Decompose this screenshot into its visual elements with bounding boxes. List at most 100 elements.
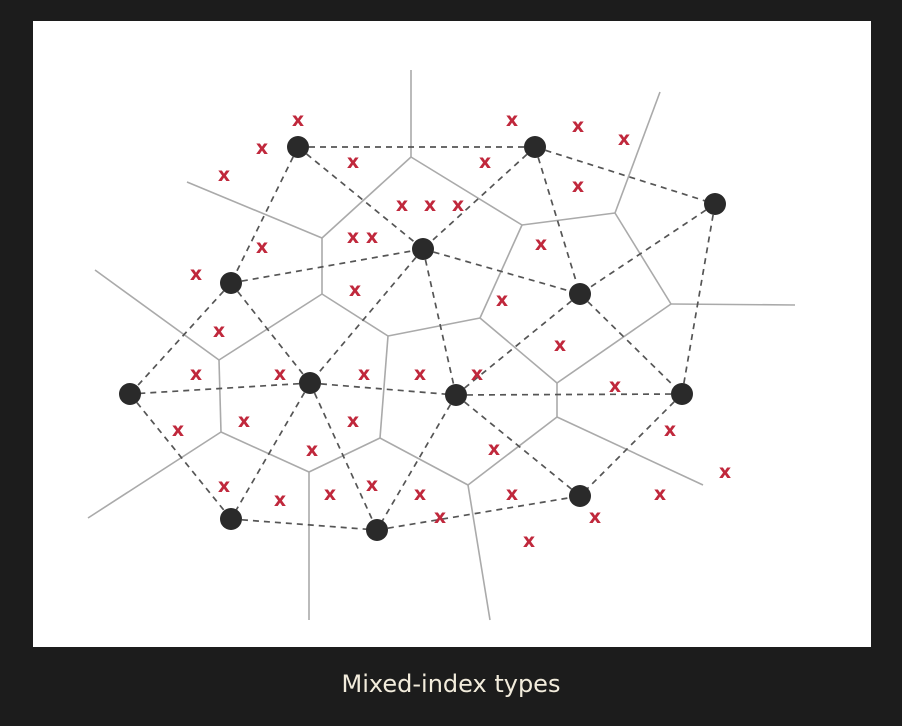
vector-x-marker: x bbox=[424, 194, 436, 216]
voronoi-edge bbox=[87, 431, 222, 519]
vector-x-marker: x bbox=[609, 375, 621, 397]
vector-x-marker: x bbox=[347, 151, 359, 173]
dashed-link bbox=[309, 382, 378, 531]
voronoi-edge bbox=[467, 416, 558, 486]
dashed-link bbox=[455, 393, 683, 396]
vector-x-marker: x bbox=[654, 483, 666, 505]
voronoi-edge bbox=[387, 317, 481, 337]
dashed-link bbox=[129, 382, 311, 395]
vector-x-marker: x bbox=[496, 289, 508, 311]
vector-x-marker: x bbox=[396, 194, 408, 216]
dashed-link bbox=[422, 248, 457, 396]
centroid-dot bbox=[220, 508, 242, 530]
vector-x-marker: x bbox=[572, 175, 584, 197]
vector-x-marker: x bbox=[172, 419, 184, 441]
dashed-link bbox=[579, 293, 683, 395]
vector-x-marker: x bbox=[274, 489, 286, 511]
vector-x-marker: x bbox=[347, 410, 359, 432]
vector-x-marker: x bbox=[523, 530, 535, 552]
dashed-link bbox=[129, 393, 232, 520]
dashed-link bbox=[681, 203, 716, 395]
voronoi-edge bbox=[379, 335, 389, 439]
centroid-dot bbox=[569, 485, 591, 507]
dashed-link bbox=[455, 394, 581, 497]
vector-x-marker: x bbox=[572, 115, 584, 137]
voronoi-edge bbox=[556, 303, 672, 384]
vector-x-marker: x bbox=[506, 483, 518, 505]
dashed-link bbox=[376, 495, 581, 531]
vector-x-marker: x bbox=[256, 236, 268, 258]
voronoi-edge bbox=[410, 156, 523, 226]
vector-x-marker: x bbox=[506, 109, 518, 131]
voronoi-edge bbox=[94, 269, 220, 361]
voronoi-edge bbox=[321, 156, 412, 239]
voronoi-edge bbox=[521, 212, 616, 226]
voronoi-edge bbox=[308, 437, 381, 473]
vector-x-marker: x bbox=[218, 475, 230, 497]
dashed-link bbox=[534, 146, 716, 205]
vector-x-marker: x bbox=[414, 363, 426, 385]
vector-x-marker: x bbox=[452, 194, 464, 216]
centroid-dot bbox=[220, 272, 242, 294]
vector-x-marker: x bbox=[274, 363, 286, 385]
centroid-dot bbox=[445, 384, 467, 406]
dashed-link bbox=[579, 203, 716, 295]
vector-x-marker: x bbox=[358, 363, 370, 385]
vector-x-marker: x bbox=[554, 334, 566, 356]
dashed-link bbox=[230, 518, 378, 531]
dashed-link bbox=[297, 146, 424, 250]
voronoi-edge bbox=[614, 91, 661, 214]
centroid-dot bbox=[524, 136, 546, 158]
voronoi-edge bbox=[218, 359, 222, 433]
dashed-link bbox=[230, 146, 299, 284]
voronoi-edge bbox=[556, 416, 704, 486]
dashed-link bbox=[230, 382, 311, 520]
vector-x-marker: x bbox=[292, 109, 304, 131]
dashed-link bbox=[309, 382, 457, 396]
voronoi-edge bbox=[220, 431, 310, 473]
dashed-link bbox=[129, 282, 232, 395]
dashed-link bbox=[422, 146, 536, 250]
voronoi-edge bbox=[614, 212, 672, 305]
centroid-dot bbox=[704, 193, 726, 215]
vector-x-marker: x bbox=[535, 233, 547, 255]
dashed-link bbox=[309, 248, 424, 384]
vector-x-marker: x bbox=[349, 279, 361, 301]
centroid-dot bbox=[671, 383, 693, 405]
centroid-dot bbox=[569, 283, 591, 305]
centroid-dot bbox=[119, 383, 141, 405]
voronoi-edge bbox=[186, 181, 323, 239]
centroid-dot bbox=[299, 372, 321, 394]
voronoi-edge bbox=[670, 303, 796, 306]
vector-x-marker: x bbox=[306, 439, 318, 461]
voronoi-edge bbox=[479, 317, 558, 384]
vector-x-marker: x bbox=[618, 128, 630, 150]
vector-x-marker: x bbox=[719, 461, 731, 483]
vector-x-marker: x bbox=[589, 506, 601, 528]
dashed-link bbox=[422, 248, 581, 295]
vector-x-marker: x bbox=[218, 164, 230, 186]
voronoi-edge bbox=[379, 437, 469, 486]
centroid-dot bbox=[366, 519, 388, 541]
vector-x-marker: x bbox=[213, 320, 225, 342]
dashed-link bbox=[534, 146, 581, 295]
dashed-link bbox=[230, 282, 311, 384]
vector-x-marker: x bbox=[238, 410, 250, 432]
centroid-dot bbox=[412, 238, 434, 260]
vector-x-marker: x bbox=[190, 263, 202, 285]
vector-x-marker: x bbox=[347, 226, 359, 248]
dashed-link bbox=[455, 293, 581, 396]
voronoi-edge bbox=[321, 293, 389, 337]
centroid-dot bbox=[287, 136, 309, 158]
vector-x-marker: x bbox=[414, 483, 426, 505]
voronoi-edge bbox=[467, 484, 491, 621]
vector-x-marker: x bbox=[434, 506, 446, 528]
vector-x-marker: x bbox=[664, 419, 676, 441]
vector-x-marker: x bbox=[471, 363, 483, 385]
dashed-links bbox=[129, 146, 716, 531]
vector-x-marker: x bbox=[488, 438, 500, 460]
vector-x-marker: x bbox=[190, 363, 202, 385]
